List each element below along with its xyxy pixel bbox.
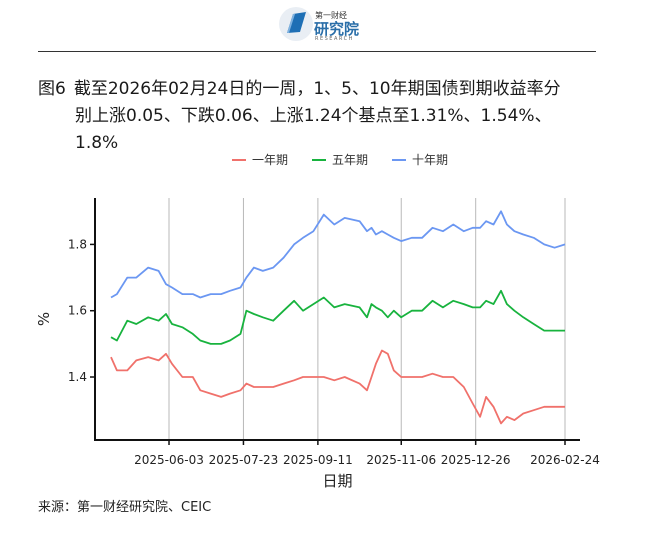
x-tick-label-1: 2025-07-23 (209, 453, 279, 467)
series-line-10y (110, 210, 566, 299)
header-divider (38, 51, 596, 52)
brand-logo-icon (279, 7, 313, 41)
series-line-1y (110, 349, 565, 425)
legend-label-1y: 一年期 (252, 153, 289, 167)
x-tick-label-0: 2025-06-03 (134, 453, 204, 467)
figure-title-text-1: 截至2026年02月24日的一周，1、5、10年期国债到期收益率分 (73, 79, 561, 99)
y-axis-title: % (35, 312, 53, 326)
y-tick-label-0: 1.4 (68, 370, 87, 384)
figure-title: 图6 截至2026年02月24日的一周，1、5、10年期国债到期收益率分 别上涨0… (38, 76, 618, 157)
figure-title-line-2: 别上涨0.05、下跌0.06、上涨1.24个基点至1.31%、1.54%、 (75, 106, 552, 126)
y-tick-label-1: 1.6 (68, 304, 87, 318)
x-tick-label-5: 2026-02-24 (530, 453, 600, 467)
legend-swatch-10y (392, 159, 406, 161)
x-axis-title: 日期 (322, 472, 352, 490)
legend-label-10y: 十年期 (412, 153, 449, 167)
brand-logo-name: 研究院 (314, 20, 360, 38)
legend-label-5y: 五年期 (332, 153, 369, 167)
report-header: 第一财经 研究院 RESEARCH (0, 0, 658, 56)
x-tick-label-4: 2025-12-26 (441, 453, 511, 467)
series-line-5y (110, 289, 565, 345)
x-tick-label-3: 2025-11-06 (366, 453, 436, 467)
x-tick-label-2: 2025-09-11 (283, 453, 353, 467)
legend-swatch-5y (312, 159, 326, 161)
brand-logo-small-text: 第一财经 (315, 11, 347, 20)
figure-title-line-3: 1.8% (75, 133, 119, 153)
source-note: 来源：第一财经研究院、CEIC (38, 500, 212, 515)
legend-swatch-1y (232, 159, 246, 161)
figure-title-line-1: 图6 截至2026年02月24日的一周，1、5、10年期国债到期收益率分 (38, 76, 618, 103)
y-tick-label-2: 1.8 (68, 237, 87, 251)
brand-logo-subtitle: RESEARCH (315, 36, 354, 42)
figure-number: 图6 (38, 79, 66, 99)
brand-logo: 第一财经 研究院 RESEARCH (278, 6, 370, 44)
